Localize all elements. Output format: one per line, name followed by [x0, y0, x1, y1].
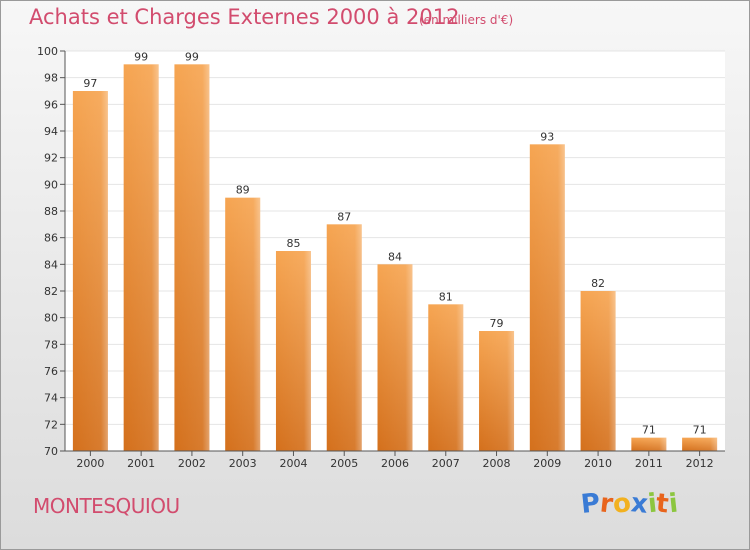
bar-value-label: 84: [388, 250, 402, 263]
bar-highlight: [377, 264, 413, 451]
y-tick-label: 70: [44, 445, 58, 458]
bar-value-label: 82: [591, 277, 605, 290]
bar-highlight: [529, 144, 565, 452]
bar-highlight: [275, 251, 311, 451]
x-tick-label: 2003: [229, 457, 257, 470]
x-tick-label: 2001: [127, 457, 155, 470]
x-tick-label: 2007: [432, 457, 460, 470]
y-tick-label: 100: [37, 45, 58, 58]
bar-value-label: 79: [490, 317, 504, 330]
y-tick-label: 90: [44, 178, 58, 191]
y-tick-label: 96: [44, 98, 58, 111]
bar-highlight: [479, 331, 515, 451]
bar-highlight: [174, 64, 210, 452]
bar-highlight: [326, 224, 362, 451]
commune-name: MONTESQUIOU: [33, 494, 180, 518]
x-tick-label: 2005: [330, 457, 358, 470]
y-tick-label: 74: [44, 392, 58, 405]
proxiti-logo: Proxiti: [579, 488, 680, 520]
bar-value-label: 99: [134, 50, 148, 63]
bar-value-label: 81: [439, 290, 453, 303]
y-tick-label: 72: [44, 418, 58, 431]
bar-value-label: 71: [642, 424, 656, 437]
y-tick-label: 80: [44, 312, 58, 325]
x-tick-label: 2000: [76, 457, 104, 470]
x-tick-label: 2008: [483, 457, 511, 470]
bar-highlight: [428, 304, 464, 451]
chart-title: Achats et Charges Externes 2000 à 2012: [29, 5, 460, 29]
bar-highlight: [682, 437, 718, 451]
bar-highlight: [123, 64, 159, 452]
logo-letter: i: [667, 488, 680, 520]
chart-unit: (en milliers d'€): [419, 13, 514, 27]
y-tick-label: 84: [44, 258, 58, 271]
y-tick-label: 88: [44, 205, 58, 218]
bar-value-label: 99: [185, 50, 199, 63]
x-tick-label: 2006: [381, 457, 409, 470]
y-tick-label: 86: [44, 232, 58, 245]
bar-value-label: 93: [540, 130, 554, 143]
bar-value-label: 89: [236, 184, 250, 197]
x-tick-label: 2009: [533, 457, 561, 470]
bar-highlight: [631, 437, 667, 451]
x-tick-label: 2011: [635, 457, 663, 470]
x-tick-label: 2010: [584, 457, 612, 470]
x-tick-label: 2002: [178, 457, 206, 470]
bar-value-label: 85: [286, 237, 300, 250]
y-tick-label: 94: [44, 125, 58, 138]
y-tick-label: 82: [44, 285, 58, 298]
bar-value-label: 87: [337, 210, 351, 223]
x-tick-label: 2004: [279, 457, 307, 470]
bar-value-label: 97: [83, 77, 97, 90]
bar-highlight: [580, 291, 616, 451]
bar-highlight: [225, 197, 261, 451]
bar-value-label: 71: [693, 424, 707, 437]
y-tick-label: 76: [44, 365, 58, 378]
x-tick-label: 2012: [686, 457, 714, 470]
y-tick-label: 78: [44, 338, 58, 351]
y-tick-label: 98: [44, 72, 58, 85]
y-tick-label: 92: [44, 152, 58, 165]
bar-highlight: [72, 91, 108, 451]
